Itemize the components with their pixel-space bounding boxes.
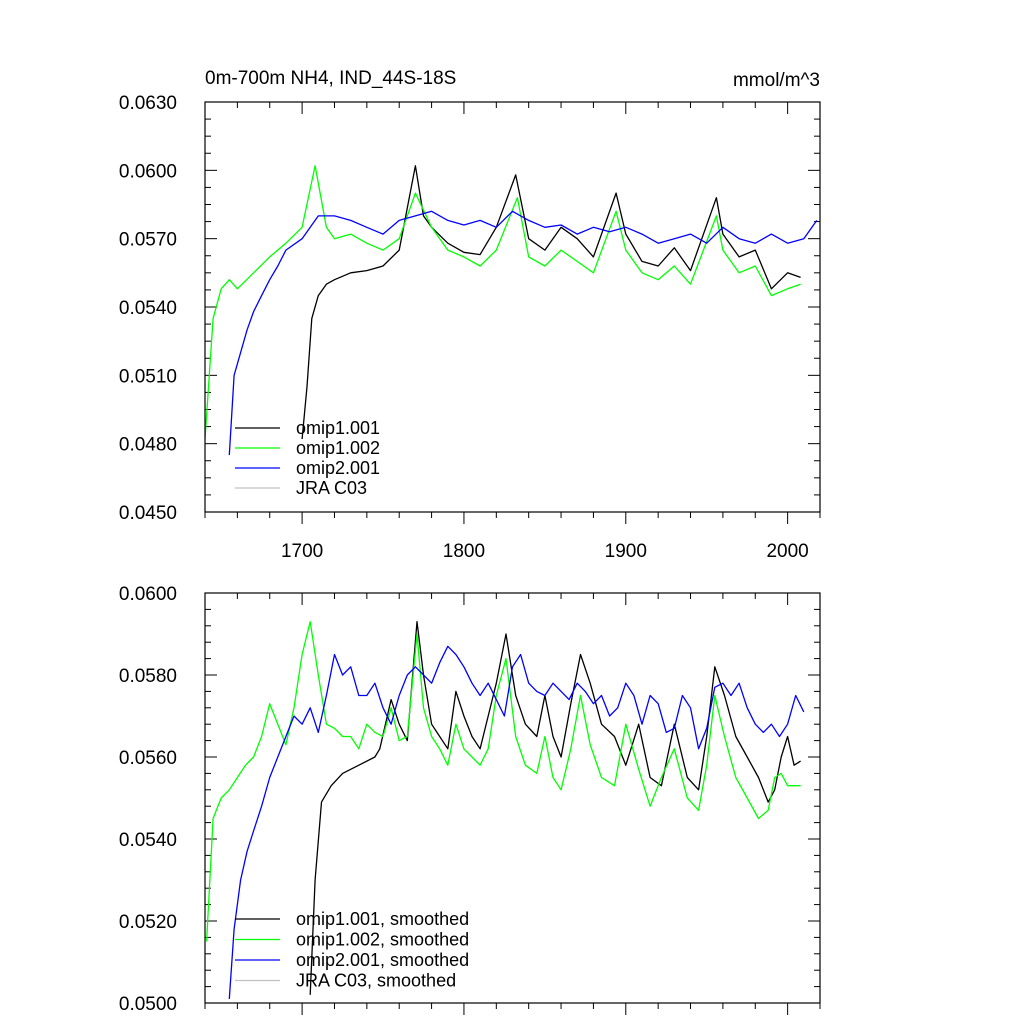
y-tick-label: 0.0580 [119, 666, 177, 687]
legend-label: omip1.002 [296, 438, 380, 458]
y-tick-label: 0.0480 [119, 435, 177, 456]
series-line [228, 645, 805, 999]
y-tick-label: 0.0510 [119, 366, 177, 387]
y-tick-label: 0.0560 [119, 748, 177, 769]
series-line [228, 210, 818, 456]
bottom-panel: 0.0500 0.0520 0.0540 0.0560 0.0580 0.0600 omip… [119, 584, 821, 1015]
bottom-plot-frame [204, 592, 821, 1004]
x-tick-label: 2000 [766, 541, 808, 562]
y-tick-label: 0.0600 [119, 161, 177, 182]
legend-label: omip2.001, smoothed [296, 950, 469, 970]
x-tick-label: 1900 [605, 541, 647, 562]
series-line [301, 165, 801, 440]
legend-label: omip1.002, smoothed [296, 930, 469, 950]
y-tick-label: 0.0520 [119, 912, 177, 933]
series-group [205, 621, 805, 999]
top-plot-frame [204, 101, 821, 513]
series-line [205, 165, 801, 440]
top-panel: 0m-700m NH4, IND_44S-18S mmol/m^3 0.0450… [119, 68, 821, 562]
y-tick-label: 0.0570 [119, 230, 177, 251]
x-tick-label: 1700 [281, 541, 323, 562]
x-tick-label: 1800 [443, 541, 485, 562]
series-line [205, 621, 801, 942]
chart-title: 0m-700m NH4, IND_44S-18S [205, 68, 456, 89]
y-tick-label: 0.0540 [119, 298, 177, 319]
series-group [205, 165, 818, 456]
legend-label: omip1.001 [296, 418, 380, 438]
legend-label: omip1.001, smoothed [296, 909, 469, 929]
legend-label: JRA C03, smoothed [296, 971, 456, 991]
y-tick-label: 0.0630 [119, 93, 177, 114]
units-label: mmol/m^3 [733, 70, 820, 91]
y-tick-label: 0.0600 [119, 584, 177, 605]
y-tick-label: 0.0450 [119, 503, 177, 524]
legend-label: JRA C03 [296, 478, 367, 498]
y-tick-label: 0.0500 [119, 994, 177, 1015]
y-tick-label: 0.0540 [119, 830, 177, 851]
legend-label: omip2.001 [296, 458, 380, 478]
